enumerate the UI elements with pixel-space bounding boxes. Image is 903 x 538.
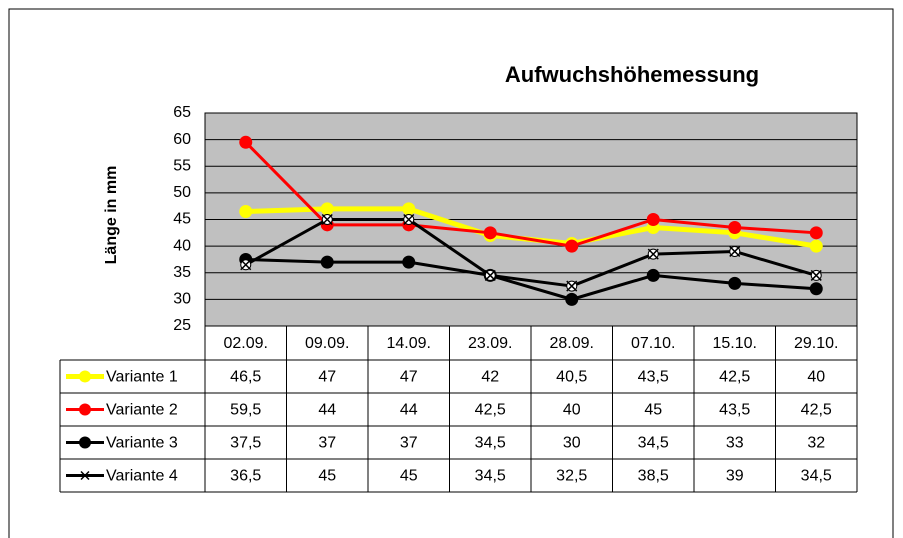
table-cell: 34,5 bbox=[801, 468, 832, 485]
marker bbox=[809, 282, 823, 296]
y-tick-label: 45 bbox=[173, 211, 191, 228]
table-cell: 44 bbox=[318, 402, 336, 419]
table-cell: 42 bbox=[481, 369, 499, 386]
marker bbox=[646, 213, 660, 226]
y-tick-label: 50 bbox=[173, 184, 191, 201]
table-cell: 42,5 bbox=[719, 369, 750, 386]
x-tick-label: 29.10. bbox=[794, 335, 838, 352]
marker bbox=[565, 239, 579, 253]
legend-marker bbox=[79, 370, 91, 383]
y-tick-label: 25 bbox=[173, 317, 191, 334]
table-cell: 34,5 bbox=[475, 435, 506, 452]
marker bbox=[321, 213, 333, 226]
legend-label: Variante 1 bbox=[106, 369, 178, 386]
table-cell: 37,5 bbox=[230, 435, 261, 452]
marker bbox=[566, 280, 578, 292]
y-tick-label: 60 bbox=[173, 131, 191, 148]
x-tick-label: 28.09. bbox=[550, 335, 594, 352]
legend-label: Variante 3 bbox=[106, 435, 178, 452]
table-cell: 32,5 bbox=[556, 468, 587, 485]
marker bbox=[239, 135, 253, 149]
marker bbox=[728, 276, 742, 290]
line bbox=[244, 141, 817, 248]
line bbox=[245, 257, 817, 301]
table-cell: 40,5 bbox=[556, 369, 587, 386]
table-cell: 34,5 bbox=[475, 468, 506, 485]
x-tick-label: 07.10. bbox=[631, 335, 675, 352]
table-cell: 42,5 bbox=[475, 402, 506, 419]
table-cell: 40 bbox=[563, 402, 581, 419]
table-cell: 38,5 bbox=[638, 468, 669, 485]
table-cell: 36,5 bbox=[230, 468, 261, 485]
marker bbox=[484, 269, 496, 281]
marker bbox=[809, 226, 823, 240]
legend-marker bbox=[80, 470, 90, 481]
table-cell: 44 bbox=[400, 402, 418, 419]
table-cell: 59,5 bbox=[230, 402, 261, 419]
legend-marker bbox=[79, 436, 91, 449]
marker bbox=[728, 220, 742, 234]
marker bbox=[565, 292, 579, 306]
marker bbox=[320, 255, 334, 269]
table-cell: 45 bbox=[400, 468, 418, 485]
x-tick-label: 02.09. bbox=[224, 335, 268, 352]
table-cell: 45 bbox=[644, 402, 662, 419]
legend-marker bbox=[79, 403, 91, 416]
marker bbox=[402, 202, 416, 216]
marker bbox=[240, 259, 252, 271]
table-cell: 32 bbox=[807, 435, 825, 452]
marker bbox=[647, 248, 659, 260]
table-cell: 43,5 bbox=[719, 402, 750, 419]
y-tick-label: 40 bbox=[173, 237, 191, 254]
table-cell: 37 bbox=[318, 435, 336, 452]
marker bbox=[402, 255, 416, 269]
table-cell: 43,5 bbox=[638, 369, 669, 386]
marker bbox=[810, 269, 822, 281]
legend-label: Variante 2 bbox=[106, 402, 178, 419]
table-cell: 40 bbox=[807, 369, 825, 386]
table-cell: 34,5 bbox=[638, 435, 669, 452]
y-tick-label: 55 bbox=[173, 157, 191, 174]
marker bbox=[729, 245, 741, 257]
y-tick-label: 30 bbox=[173, 291, 191, 308]
y-tick-label: 35 bbox=[173, 264, 191, 281]
table-cell: 47 bbox=[318, 369, 336, 386]
marker bbox=[483, 226, 497, 240]
table-cell: 47 bbox=[400, 369, 418, 386]
marker bbox=[403, 213, 415, 226]
table-cell: 37 bbox=[400, 435, 418, 452]
marker bbox=[809, 239, 823, 253]
x-tick-label: 14.09. bbox=[387, 335, 431, 352]
x-tick-label: 23.09. bbox=[468, 335, 512, 352]
marker bbox=[646, 268, 660, 282]
table-cell: 45 bbox=[318, 468, 336, 485]
x-tick-label: 15.10. bbox=[713, 335, 757, 352]
y-tick-label: 65 bbox=[173, 104, 191, 121]
x-tick-label: 09.09. bbox=[305, 335, 349, 352]
table-cell: 42,5 bbox=[801, 402, 832, 419]
y-axis-label: Länge in mm bbox=[103, 166, 120, 265]
table-cell: 33 bbox=[726, 435, 744, 452]
table-cell: 39 bbox=[726, 468, 744, 485]
table-cell: 46,5 bbox=[230, 369, 261, 386]
marker bbox=[320, 202, 334, 216]
chart-title: Aufwuchshöhemessung bbox=[505, 62, 759, 87]
legend-label: Variante 4 bbox=[106, 468, 178, 485]
marker bbox=[239, 205, 253, 219]
table-cell: 30 bbox=[563, 435, 581, 452]
line bbox=[245, 218, 817, 288]
